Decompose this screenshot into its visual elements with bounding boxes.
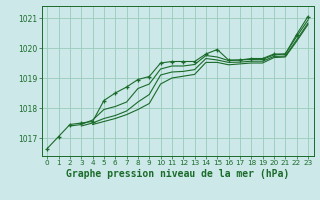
- X-axis label: Graphe pression niveau de la mer (hPa): Graphe pression niveau de la mer (hPa): [66, 169, 289, 179]
